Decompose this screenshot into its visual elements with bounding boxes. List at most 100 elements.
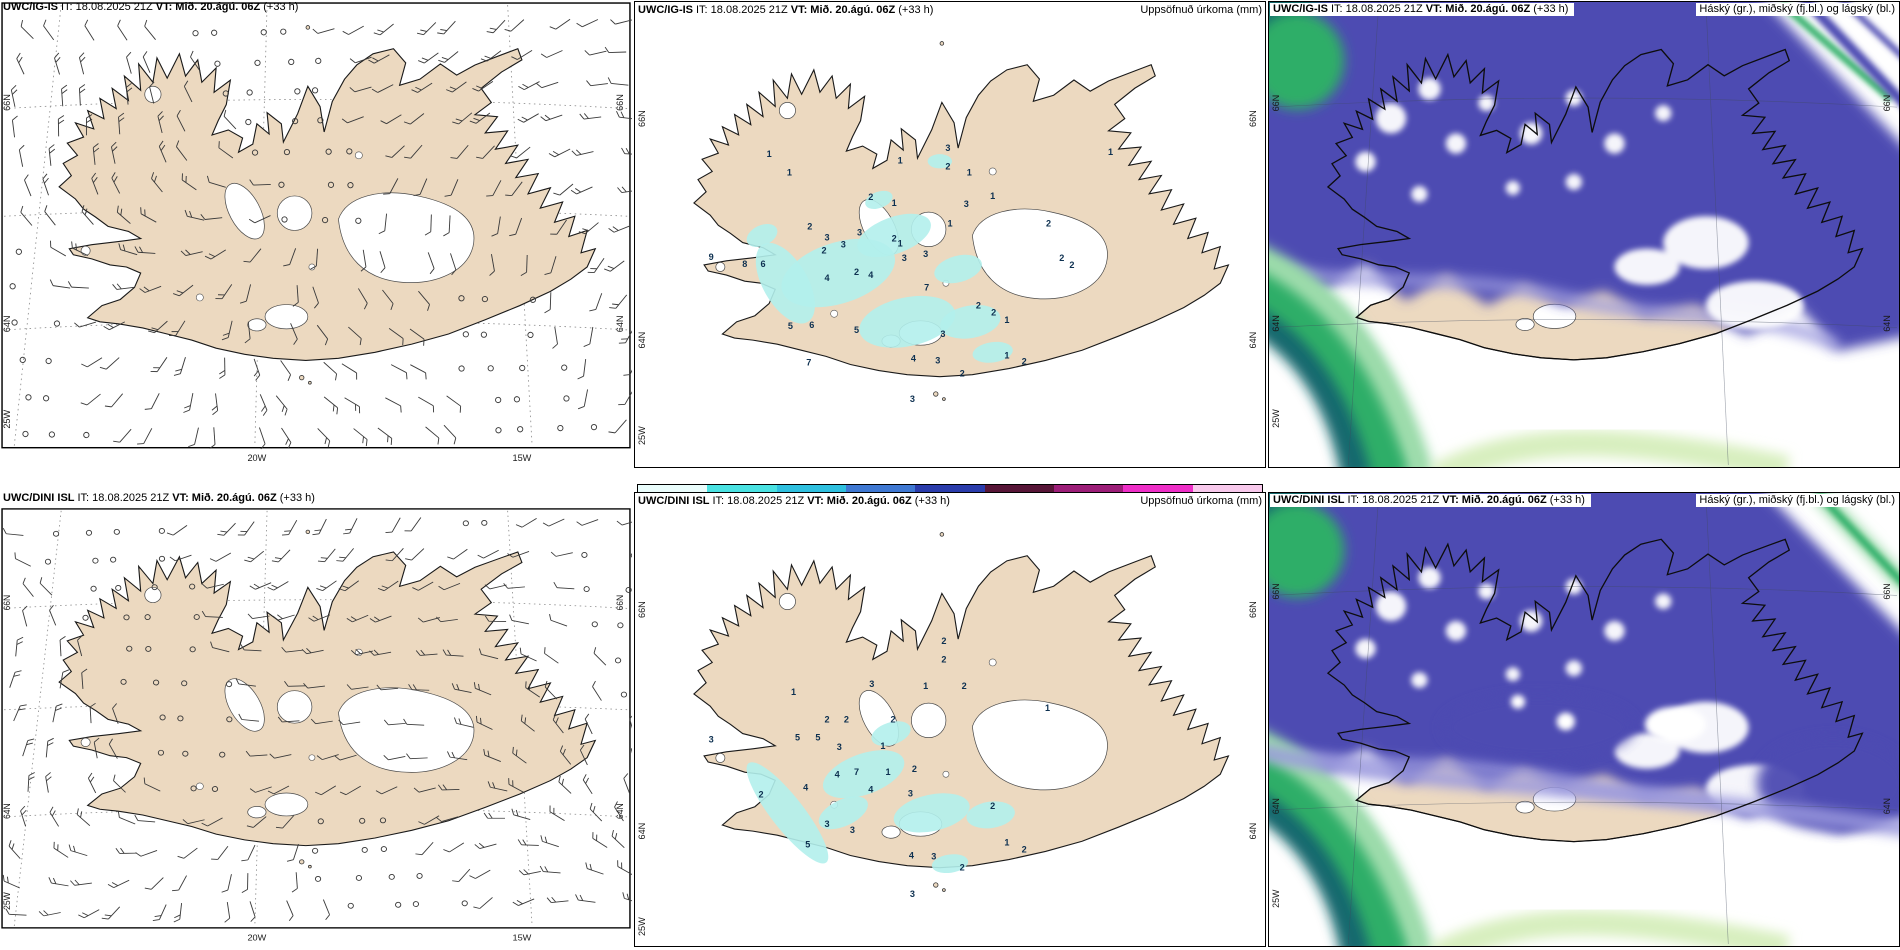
precip-value: 5: [854, 325, 859, 335]
axis-labels: 66N 64N 25W 66N 64N 20W 15W: [2, 595, 625, 942]
cloud-subtitle: Háský (gr.), miðský (fj.bl.) og lágský (…: [1696, 494, 1898, 507]
wind-barbs-layer: [2, 517, 632, 923]
valid-time: VT: Mið. 20.ágú. 06Z: [807, 495, 912, 507]
precip-value: 3: [908, 789, 913, 799]
precip-value: 2: [892, 234, 897, 244]
axis-label: 66N: [1248, 601, 1258, 618]
axis-label: 64N: [1271, 315, 1281, 332]
panel-title-left: UWC/IG-IS IT: 18.08.2025 21Z VT: Mið. 20.á…: [1270, 3, 1575, 16]
precip-value: 2: [1022, 357, 1027, 367]
axis-label: 25W: [637, 426, 647, 445]
axis-label: 15W: [512, 453, 531, 463]
axis-label: 25W: [2, 892, 12, 910]
cloud-panel-uwc-ig-is: 66N 64N 25W 66N 64N UWC/IG-IS IT: 18.08.2025 …: [1268, 1, 1900, 468]
model-name: UWC/DINI ISL: [638, 495, 710, 507]
precip-value: 2: [1069, 260, 1074, 270]
precip-value: 6: [760, 259, 765, 269]
lead-time: (+33 h): [263, 1, 299, 13]
precip-value: 1: [1004, 350, 1009, 360]
precip-value: 5: [795, 733, 800, 743]
init-time: IT: 18.08.2025 21Z: [696, 4, 788, 16]
precip-value: 2: [854, 267, 859, 277]
wind-panel-uwc-ig-is: 66N 64N 25W 66N 64N 20W 15W UWC/IG-IS IT: 18.08…: [0, 1, 632, 468]
axis-label: 66N: [2, 94, 12, 111]
axis-label: 66N: [637, 601, 647, 618]
precip-value: 2: [960, 863, 965, 873]
axis-label: 20W: [247, 933, 266, 943]
valid-time: VT: Mið. 20.ágú. 06Z: [172, 492, 277, 504]
precip-value: 1: [898, 155, 903, 165]
axis-labels: 66N 64N 25W 66N 64N 20W 15W: [2, 94, 625, 463]
panel-title: UWC/DINI ISL IT: 18.08.2025 21Z VT: Mið. 2…: [635, 493, 1265, 508]
precip-panel-uwc-ig-is: UWC/IG-IS IT: 18.08.2025 21Z VT: Mið. 20.á…: [634, 1, 1266, 511]
lead-time: (+33 h): [1533, 3, 1569, 15]
precip-value: 1: [1004, 315, 1009, 325]
axis-labels: 66N 64N 25W 66N 64N: [637, 601, 1258, 936]
precip-value: 2: [962, 681, 967, 691]
axis-label: 66N: [615, 94, 625, 111]
panel-title: UWC/DINI ISL IT: 18.08.2025 21Z VT: Mið. 2…: [1270, 494, 1898, 507]
precip-value: 2: [976, 301, 981, 311]
axis-label: 64N: [1271, 798, 1281, 814]
precip-value: 2: [941, 654, 946, 664]
axis-label: 25W: [2, 410, 12, 429]
precip-value: 5: [805, 839, 810, 849]
precip-value: 1: [898, 239, 903, 249]
precip-value: 2: [1022, 844, 1027, 854]
precip-panel-uwc-dini-isl: UWC/DINI ISL IT: 18.08.2025 21Z VT: Mið. 2…: [634, 492, 1266, 947]
init-time: IT: 18.08.2025 21Z: [712, 495, 805, 507]
precip-value: 2: [821, 246, 826, 256]
precip-value: 2: [991, 308, 996, 318]
axis-label: 64N: [1882, 315, 1892, 332]
precip-value: 9: [709, 252, 714, 262]
precip-value: 7: [854, 767, 859, 777]
model-name: UWC/DINI ISL: [1273, 494, 1345, 506]
precip-value: 3: [837, 742, 842, 752]
lead-time: (+33 h): [1549, 494, 1585, 506]
precip-value: 3: [857, 227, 862, 237]
precip-value: 7: [806, 358, 811, 368]
model-name: UWC/IG-IS: [1273, 3, 1328, 15]
precip-value: 3: [910, 889, 915, 899]
precip-value: 1: [1004, 837, 1009, 847]
precip-value: 3: [902, 253, 907, 263]
valid-time: VT: Mið. 20.ágú. 06Z: [1425, 3, 1531, 15]
precip-value: 5: [788, 321, 793, 331]
precip-value: 2: [912, 764, 917, 774]
precip-value: 2: [825, 714, 830, 724]
axis-label: 64N: [637, 332, 647, 349]
axis-label: 25W: [637, 917, 647, 936]
precip-value: 4: [911, 353, 917, 363]
precip-value: 4: [825, 273, 831, 283]
precip-value: 1: [990, 191, 995, 201]
precip-value: 3: [935, 355, 940, 365]
model-name: UWC/DINI ISL: [3, 492, 75, 504]
axis-label: 64N: [1248, 332, 1258, 349]
axis-label: 66N: [637, 110, 647, 127]
lead-time: (+33 h): [914, 495, 950, 507]
precip-value: 3: [709, 735, 714, 745]
precip-subtitle: Uppsöfnuð úrkoma (mm): [1140, 4, 1262, 16]
panel-title-left: UWC/DINI ISL IT: 18.08.2025 21Z VT: Mið. 2…: [1270, 494, 1591, 507]
axis-label: 66N: [1248, 110, 1258, 127]
precip-value: 1: [1045, 703, 1050, 713]
precip-value: 1: [880, 741, 885, 751]
axis-label: 15W: [512, 933, 531, 943]
panel-title: UWC/IG-IS IT: 18.08.2025 21Z VT: Mið. 20.á…: [1270, 3, 1898, 16]
precip-value: 3: [940, 329, 945, 339]
init-time: IT: 18.08.2025 21Z: [1331, 3, 1423, 15]
precip-value: 4: [868, 270, 874, 280]
axis-label: 25W: [1271, 409, 1281, 428]
precip-value: 2: [990, 801, 995, 811]
precip-value: 4: [803, 782, 809, 792]
precip-value: 6: [809, 320, 814, 330]
axis-label: 66N: [1271, 95, 1281, 112]
precip-value: 4: [909, 851, 915, 861]
precip-value: 1: [787, 168, 792, 178]
precip-value: 2: [891, 714, 896, 724]
precip-subtitle: Uppsöfnuð úrkoma (mm): [1140, 495, 1262, 507]
